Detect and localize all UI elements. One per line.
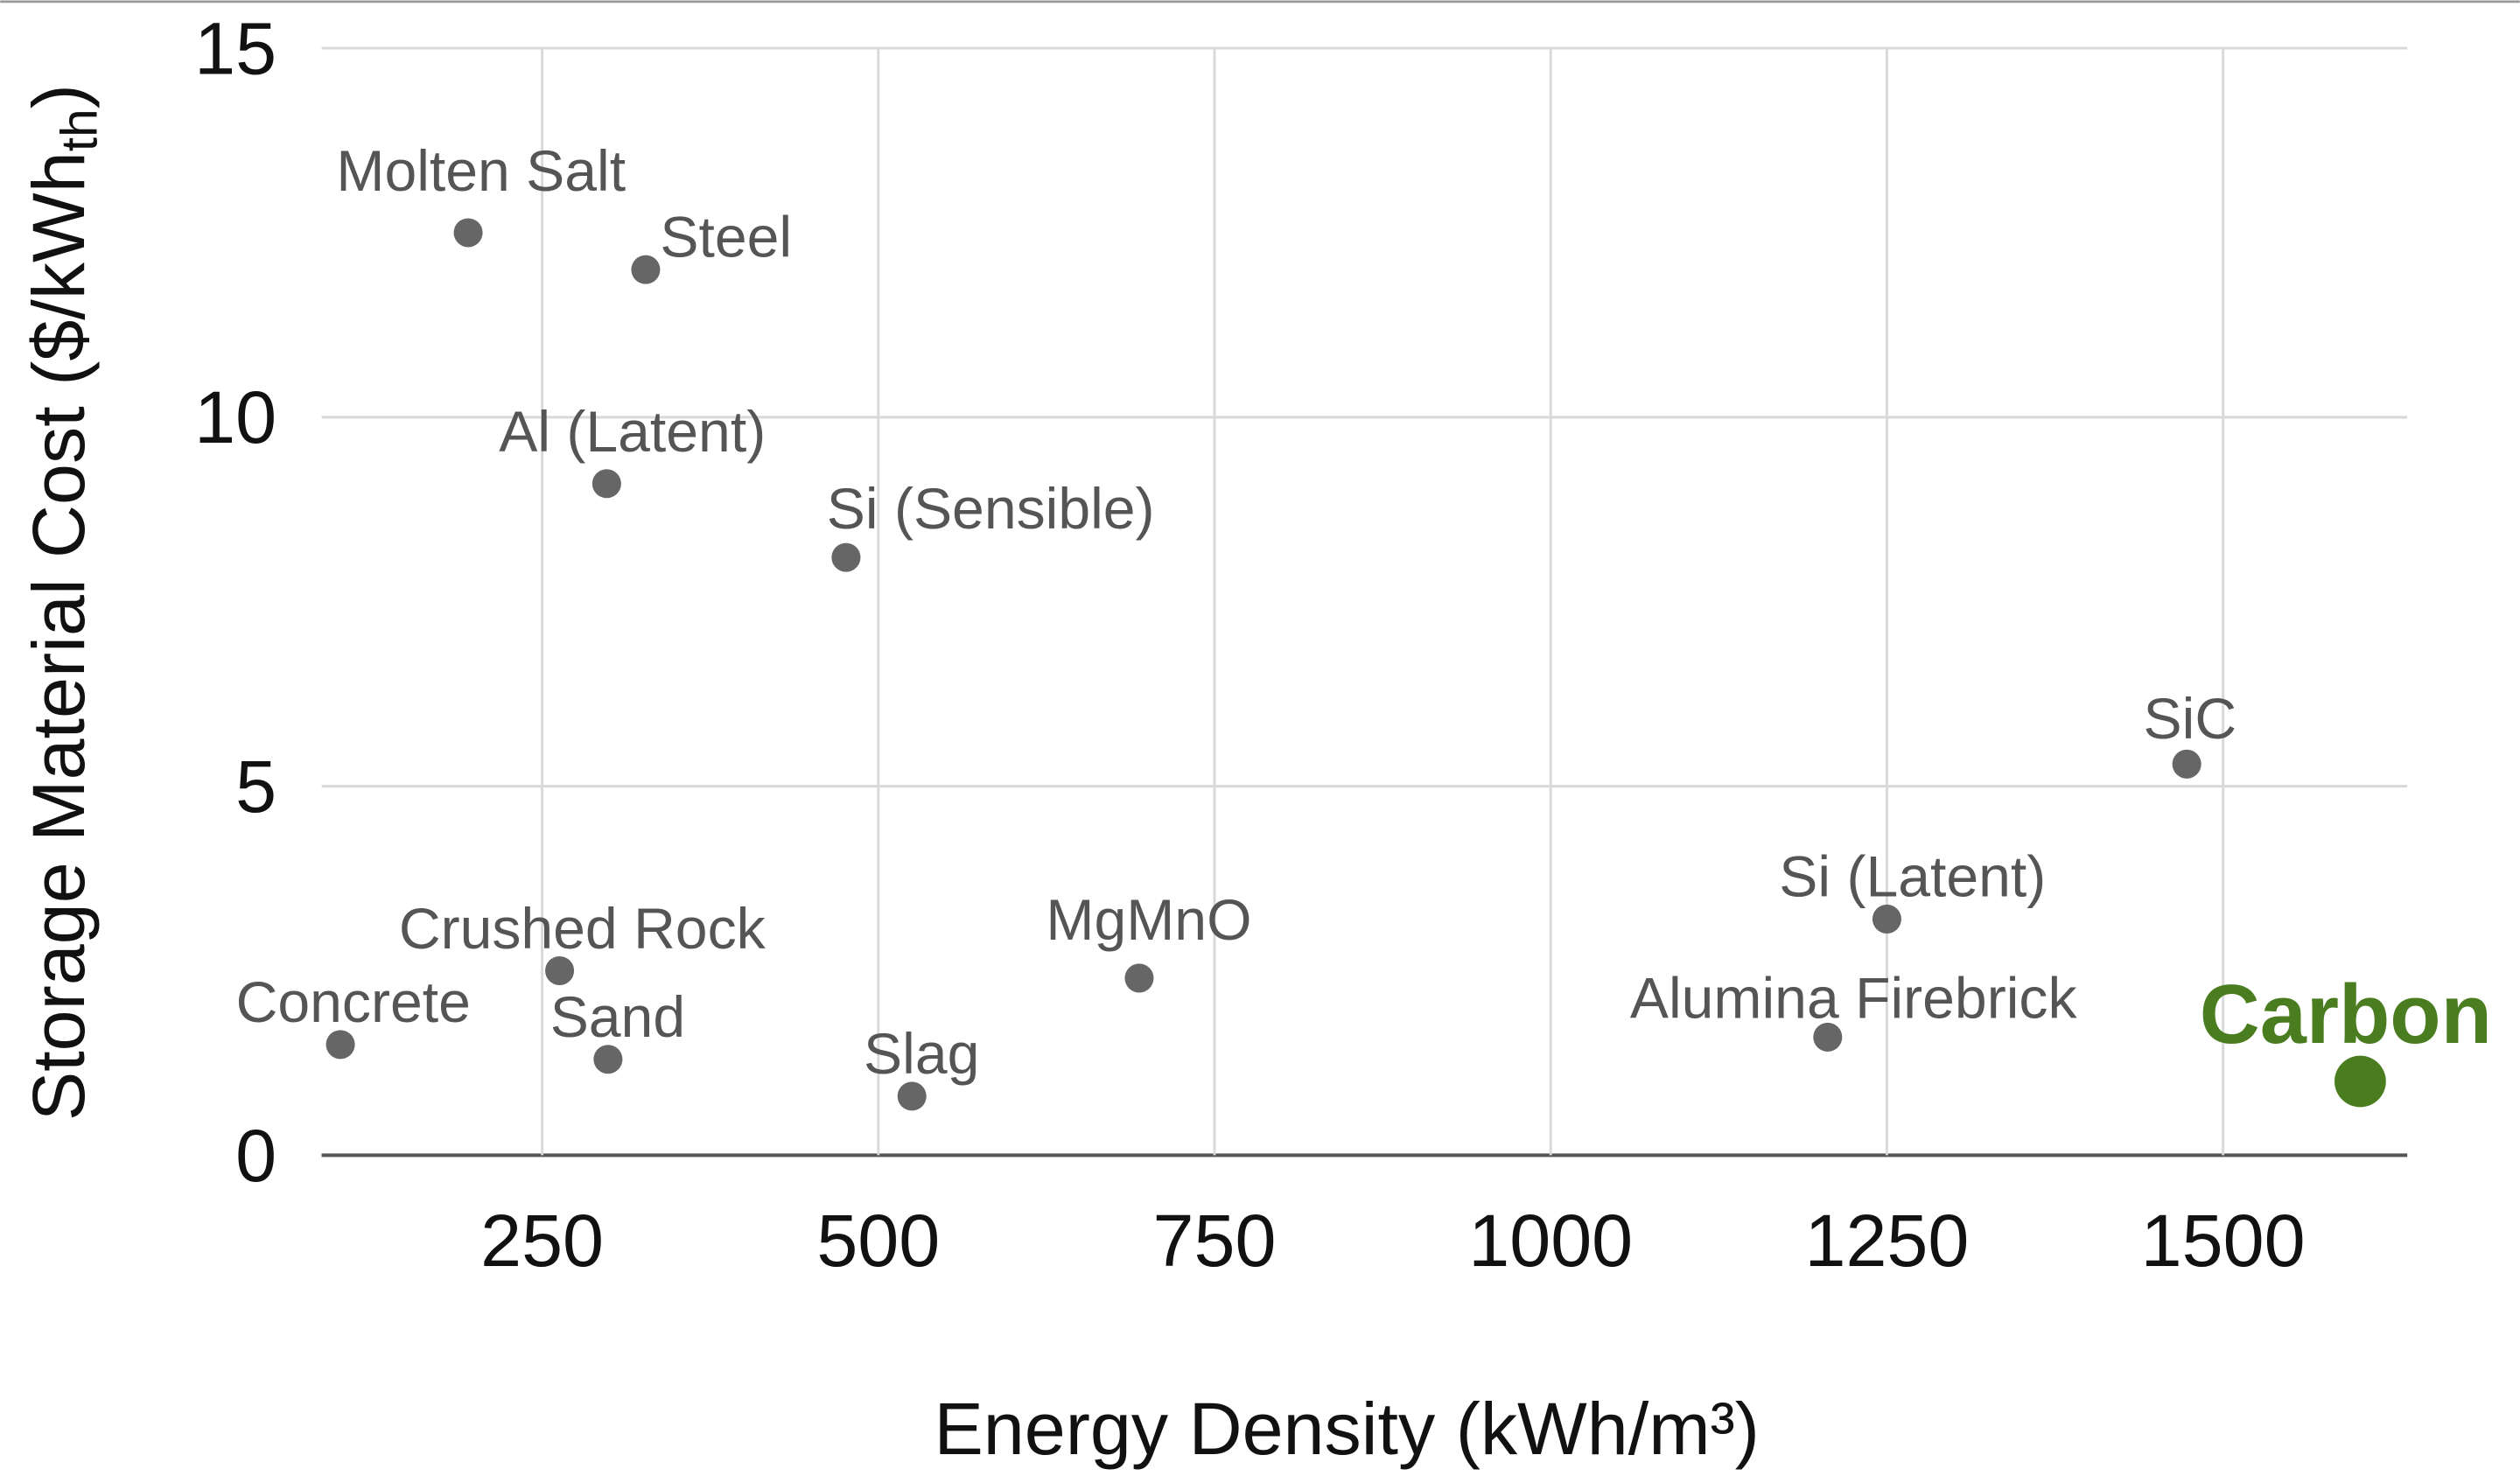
data-point xyxy=(592,469,621,499)
point-label: Alumina Firebrick xyxy=(1630,966,2078,1031)
point-label: Slag xyxy=(864,1022,979,1087)
x-axis-title: Energy Density (kWh/m³) xyxy=(934,1388,1759,1470)
data-point xyxy=(2334,1055,2386,1108)
x-tick-label: 500 xyxy=(816,1200,940,1282)
gridlines xyxy=(321,46,2408,1158)
point-label: Molten Salt xyxy=(336,139,626,204)
data-point xyxy=(2172,749,2202,779)
x-tick-label: 750 xyxy=(1153,1200,1277,1282)
data-point xyxy=(631,255,661,284)
point-label: Steel xyxy=(660,205,792,269)
y-tick-label: 15 xyxy=(194,7,276,89)
point-label: MgMnO xyxy=(1046,888,1251,953)
x-tick-label: 1500 xyxy=(2141,1200,2306,1282)
point-label: Al (Latent) xyxy=(499,400,766,465)
y-tick-label: 0 xyxy=(235,1115,276,1197)
x-tick-label: 250 xyxy=(480,1200,604,1282)
point-label: Si (Latent) xyxy=(1779,845,2046,910)
data-points: Molten Salt Steel Al (Latent) Si (Sensible)… xyxy=(236,139,2492,1111)
y-axis-title-subscript: th xyxy=(51,108,108,151)
point-label: Crushed Rock xyxy=(399,897,766,962)
data-point xyxy=(453,218,483,248)
data-point xyxy=(897,1081,927,1111)
y-axis-title-main: Storage Material Cost ($/kWh xyxy=(18,151,100,1121)
x-tick-label: 1000 xyxy=(1468,1200,1633,1282)
data-point xyxy=(1124,963,1154,993)
point-label: Concrete xyxy=(236,970,471,1035)
y-axis-title: Storage Material Cost ($/kWhth) xyxy=(18,84,108,1121)
point-label: SiC xyxy=(2144,687,2237,752)
point-label: Sand xyxy=(550,985,685,1050)
point-label: Si (Sensible) xyxy=(827,477,1155,542)
tick-labels: 0 5 10 15 250 500 750 1000 1250 1500 xyxy=(194,7,2305,1282)
data-point xyxy=(1813,1022,1843,1052)
data-point xyxy=(831,542,861,572)
x-tick-label: 1250 xyxy=(1804,1200,1969,1282)
data-point xyxy=(593,1045,623,1074)
data-point xyxy=(326,1030,355,1060)
data-point xyxy=(1872,904,1901,934)
point-label: Carbon xyxy=(2200,969,2492,1061)
data-point xyxy=(545,955,575,986)
y-tick-label: 10 xyxy=(194,376,276,458)
y-tick-label: 5 xyxy=(235,745,276,828)
y-axis-title-close: ) xyxy=(18,84,100,108)
